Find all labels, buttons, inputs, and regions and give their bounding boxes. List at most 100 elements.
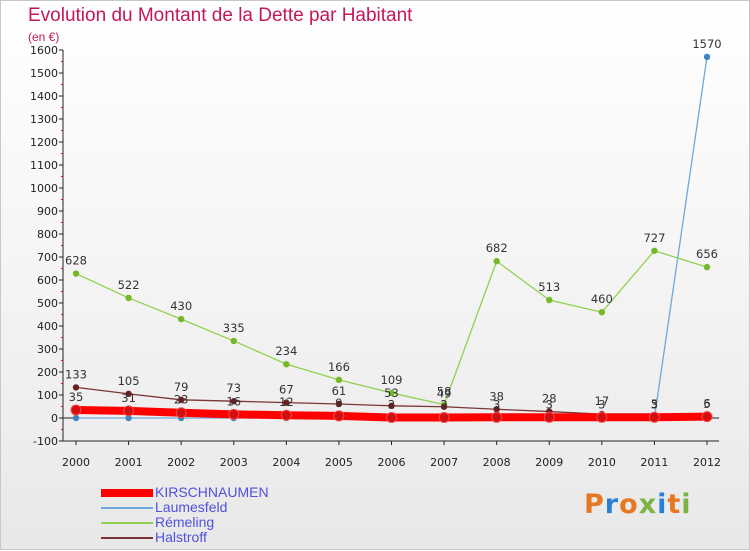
logo-letter: r [604,489,620,520]
data-point-rémeling [335,376,343,384]
data-label-rémeling: 234 [275,344,297,358]
chart-title: Evolution du Montant de la Dette par Hab… [28,5,413,26]
legend-swatch [101,522,153,524]
data-point-kirschnaumen [333,410,345,422]
legend-swatch [101,537,153,539]
y-tick-label: 1200 [30,136,58,149]
x-tick-label: 2012 [693,456,721,469]
data-label-kirschnaumen: 31 [121,391,136,405]
data-point-rémeling [283,360,290,368]
data-label-rémeling: 682 [486,241,508,255]
data-point-rémeling [230,337,237,345]
data-label-rémeling: 522 [118,278,140,292]
legend-swatch [101,489,153,497]
legend-label: Laumesfeld [155,499,228,515]
y-tick-label: 1600 [30,44,58,57]
x-tick-label: 2011 [640,456,668,469]
legend-item-halstroff: Halstroff [101,529,301,545]
data-label-kirschnaumen: 2 [388,398,395,412]
data-label-halstroff: 67 [279,383,294,397]
data-label-rémeling: 628 [65,254,87,268]
y-tick-label: 100 [37,389,58,402]
data-label-halstroff: 73 [226,381,241,395]
logo-letter: i [681,489,692,520]
data-point-kirschnaumen [596,411,608,423]
data-point-halstroff [283,399,290,406]
x-tick-label: 2002 [167,456,195,469]
y-tick-label: 1500 [30,67,58,80]
data-label-halstroff: 17 [595,394,610,408]
data-point-kirschnaumen [543,411,555,423]
data-label-rémeling: 166 [328,360,350,374]
x-tick-label: 2010 [588,456,616,469]
logo-letter: t [667,489,682,520]
data-label-halstroff: 79 [174,380,189,394]
y-tick-label: 1100 [30,159,58,172]
data-label-halstroff: 49 [437,387,452,401]
data-point-halstroff [493,406,500,413]
data-label-halstroff: 61 [332,384,347,398]
legend-swatch [101,507,153,509]
series-line-laumesfeld [75,56,708,419]
data-label-kirschnaumen: 23 [174,393,189,407]
data-label-rémeling: 656 [696,247,718,261]
data-point-kirschnaumen [228,408,240,420]
x-tick-label: 2008 [483,456,511,469]
data-point-kirschnaumen [280,409,292,421]
data-point-laumesfeld [72,414,80,422]
x-tick-label: 2000 [62,456,90,469]
chart-unit-label: (en €) [28,30,60,44]
data-label-rémeling: 430 [170,299,192,313]
y-tick-label: 800 [37,228,58,241]
data-label-rémeling: 460 [591,292,613,306]
data-label-halstroff: 38 [489,389,504,403]
data-point-rémeling [598,309,606,316]
data-point-kirschnaumen [701,411,713,423]
data-label-kirschnaumen: 12 [279,395,294,409]
data-label-halstroff: 5 [651,397,658,411]
x-tick-label: 2006 [378,456,406,469]
data-point-kirschnaumen [491,411,503,423]
legend-label: Rémeling [155,514,215,530]
data-label-kirschnaumen: 35 [69,390,84,404]
data-point-rémeling [703,263,711,271]
x-tick-label: 2003 [220,456,248,469]
data-label-kirschnaumen: 3 [493,397,500,411]
y-tick-label: 900 [37,205,58,218]
y-tick-label: 300 [37,343,58,356]
data-label-rémeling: 335 [223,321,245,335]
data-label-halstroff: 133 [65,367,87,381]
x-tick-label: 2005 [325,456,353,469]
y-tick-label: 1000 [30,182,58,195]
x-tick-label: 2001 [115,456,143,469]
data-point-rémeling [125,294,132,302]
data-point-kirschnaumen [70,404,82,416]
data-label-halstroff: 28 [542,392,557,406]
data-label-kirschnaumen: 2 [440,398,447,412]
data-point-halstroff [177,396,185,404]
data-point-rémeling [177,315,185,323]
legend-label: Halstroff [155,529,207,545]
data-point-halstroff [72,384,80,391]
data-label-rémeling: 58 [437,385,452,399]
data-point-kirschnaumen [123,405,135,417]
data-label-kirschnaumen: 9 [335,396,342,410]
data-point-kirschnaumen [386,412,397,424]
y-tick-label: 1400 [30,90,58,103]
data-point-kirschnaumen [648,411,660,423]
logo-letter: x [638,489,658,520]
data-label-laumesfeld: 1570 [692,37,721,51]
legend-item-rémeling: Rémeling [101,514,301,530]
y-tick-label: 200 [37,366,58,379]
legend-item-laumesfeld: Laumesfeld [101,499,301,515]
logo-letter: o [619,489,639,520]
data-point-laumesfeld [125,414,132,422]
data-point-halstroff [388,402,395,410]
proxiti-logo: Proxiti [584,489,692,520]
y-tick-label: 1300 [30,113,58,126]
data-point-rémeling [651,247,658,254]
x-tick-label: 2004 [272,456,300,469]
data-point-rémeling [546,296,553,304]
data-point-halstroff [230,398,237,405]
